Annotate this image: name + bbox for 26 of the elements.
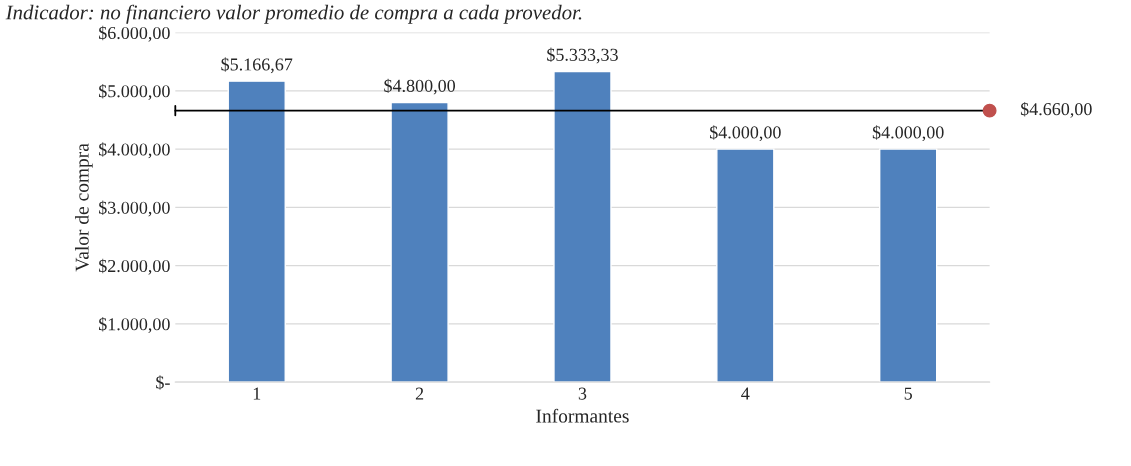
x-tick-label: 1 xyxy=(253,387,261,400)
y-tick-label: $- xyxy=(156,375,170,390)
x-tick-label: 2 xyxy=(415,387,424,400)
bar xyxy=(716,148,775,383)
y-tick-label: $1.000,00 xyxy=(99,317,170,333)
data-label: $4.000,00 xyxy=(872,125,944,142)
y-tick-label: $3.000,00 xyxy=(99,200,170,217)
y-tick-label: $4.000,00 xyxy=(99,142,170,159)
bar xyxy=(390,101,449,383)
ref-line-label: $4.660,00 xyxy=(1020,101,1092,118)
x-tick-label: 5 xyxy=(904,387,912,400)
y-tick-label: $6.000,00 xyxy=(99,25,170,42)
y-tick-label: $2.000,00 xyxy=(99,258,170,275)
data-label: $5.166,67 xyxy=(221,57,293,74)
bar xyxy=(227,80,286,383)
data-label: $5.333,33 xyxy=(547,47,618,64)
data-label: $4.800,00 xyxy=(384,78,456,95)
x-tick-label: 3 xyxy=(578,387,587,400)
x-axis-title: Informantes xyxy=(536,408,629,423)
y-axis-title: Valor de compra xyxy=(75,143,93,272)
y-tick-label: $5.000,00 xyxy=(99,84,170,100)
x-tick-label: 4 xyxy=(741,387,750,400)
bar xyxy=(553,70,612,383)
chart-title: Indicador: no financiero valor promedio de compra a cada provedor. xyxy=(5,4,582,24)
data-label: $4.000,00 xyxy=(709,125,781,142)
bar xyxy=(878,148,938,383)
